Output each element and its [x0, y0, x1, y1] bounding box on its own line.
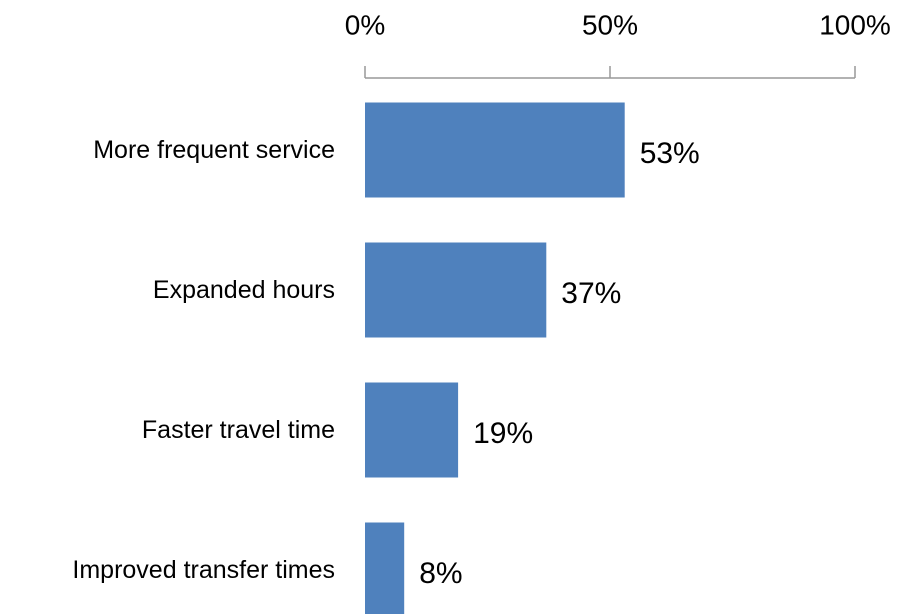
- category-label-box: Faster travel time: [0, 380, 335, 480]
- value-label: 8%: [419, 557, 462, 590]
- bar: [365, 382, 459, 478]
- x-tick-label: 100%: [819, 9, 891, 40]
- category-label-box: Improved transfer times: [0, 520, 335, 614]
- y-tick-label: Faster travel time: [141, 415, 335, 444]
- category-label-box: Expanded hours: [0, 240, 335, 340]
- y-tick-label: Improved transfer times: [72, 555, 335, 584]
- bar: [365, 102, 625, 198]
- y-tick-label: Expanded hours: [152, 275, 335, 304]
- x-tick-label: 50%: [582, 9, 638, 40]
- value-label: 37%: [561, 277, 621, 310]
- x-tick-label: 0%: [345, 9, 385, 40]
- bar: [365, 522, 405, 614]
- bar: [365, 242, 547, 338]
- category-label-box: More frequent service: [0, 100, 335, 200]
- y-tick-label: More frequent service: [93, 135, 335, 164]
- value-label: 53%: [640, 137, 700, 170]
- value-label: 19%: [473, 417, 533, 450]
